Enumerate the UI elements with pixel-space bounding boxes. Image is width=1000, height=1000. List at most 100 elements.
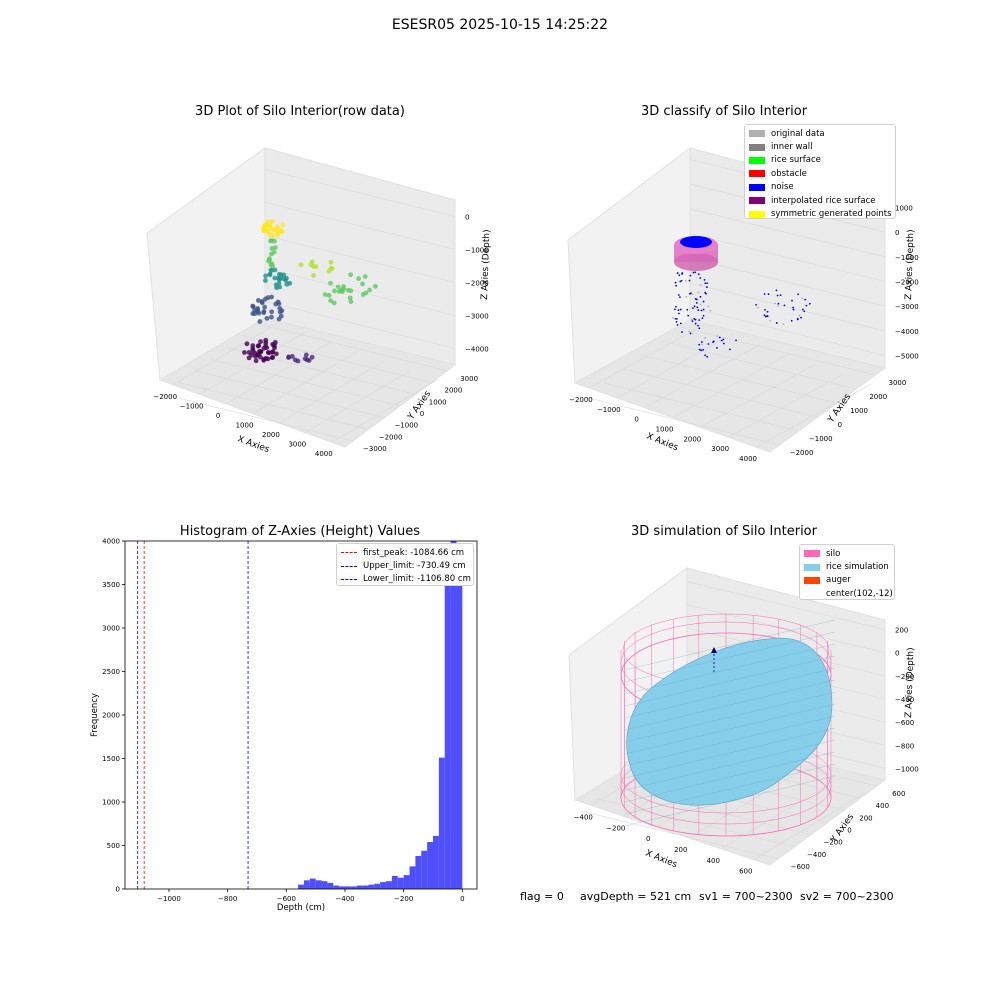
data-point [273,228,279,234]
histogram-bar [380,882,387,889]
legend-item-symmetric-generated-points: symmetric generated points [749,207,892,220]
panel2-plot: −2000−100001000200030004000−2000−1000010… [567,146,919,463]
data-point [265,356,271,362]
data-point [688,330,691,333]
panel3-plot: −1000 −800 −600 −400 −200 0 0 500 1000 1500 2000 2… [90,538,478,913]
legend-item-silo: silo [804,547,890,560]
data-point [702,308,705,311]
tick-label: 2000 [683,435,701,443]
legend-item-center: center(102,-12) [826,588,893,599]
data-point [709,309,712,312]
data-point [261,357,267,362]
histogram-y-tick-label: 2500 [102,668,120,676]
tick-label: −2000 [465,280,489,288]
tick-label: −2000 [153,393,177,401]
silo-wireframe [620,613,832,837]
histogram-xlabel: Depth (cm) [277,903,325,913]
data-point [702,314,705,317]
histogram-x-tick-label: −200 [394,895,413,903]
panel4-plot: −400−2000200400600−600−400−2000200400600… [568,567,919,876]
data-point [284,281,290,287]
data-point [691,318,693,321]
data-point [691,293,694,296]
tick-label: 200 [859,814,872,822]
tick-label: −3000 [363,445,387,453]
data-point [275,299,281,305]
data-point [699,295,702,298]
histogram-y-tick-label: 3500 [102,581,120,589]
data-point [764,308,766,311]
tick-label: −200 [606,824,625,832]
data-point [798,314,801,317]
data-point [707,343,710,345]
data-point [675,318,678,320]
data-point [695,302,698,304]
histogram-bar [333,885,340,889]
data-point [692,307,694,310]
panel1-zlabel: Z Axies (Depth) [480,229,492,300]
data-point [322,292,328,298]
data-point [805,304,808,307]
tick-label: 600 [739,868,752,876]
data-point [688,292,691,295]
data-point [689,332,692,335]
histogram-bar [356,885,363,889]
data-point [268,267,274,273]
data-point [766,310,769,313]
data-point [292,357,298,363]
histogram-bar [433,835,439,889]
panel1-grid [162,169,456,443]
tick-label: 2000 [869,393,887,401]
data-point [275,275,281,281]
data-point [261,309,267,314]
data-point [716,347,718,349]
histogram-bar [374,883,381,889]
tick-label: 200 [674,846,687,854]
tick-label: −1000 [180,402,204,410]
histogram-bar [421,850,428,889]
data-point [263,273,268,279]
data-point [309,259,315,265]
data-point [769,319,772,322]
tick-label: 1000 [429,398,447,406]
data-point [684,279,687,282]
data-point [263,337,269,343]
data-point [270,233,276,238]
data-point [675,305,677,308]
data-point [681,331,683,333]
legend-item-rice-surface: rice surface [749,154,891,167]
tick-label: 0 [465,214,469,222]
data-point [718,336,721,339]
tick-label: 0 [895,229,899,237]
panel1-plot: −2000−100001000200030004000−3000−2000−10… [146,147,492,458]
tick-label: 0 [634,416,638,424]
data-point [277,284,283,290]
data-point [698,327,701,330]
panel2-tick-labels: −2000−100001000200030004000−2000−1000010… [569,204,919,463]
histogram-bar [321,881,328,889]
figure-title: ESESR05 2025-10-15 14:25:22 [391,17,609,33]
status-sv2: sv2 = 700~2300 [800,890,894,903]
data-point [268,238,274,244]
tick-label: −2000 [379,433,403,441]
histogram-bar [339,886,345,889]
data-point [694,298,697,300]
tick-label: 4000 [739,455,757,463]
histogram-y-tick-label: 3000 [102,625,120,633]
data-point [792,308,795,311]
data-point [360,292,366,298]
data-point [348,288,354,294]
histogram-x-tick-label: −400 [335,895,354,903]
data-point [704,354,707,357]
tick-label: 0 [838,421,842,429]
data-point [677,294,680,296]
data-point [735,339,737,342]
tick-label: 2000 [262,431,280,439]
data-point [356,276,362,281]
data-point [283,277,289,283]
data-point [774,302,776,305]
histogram-bar [315,880,322,889]
data-point [703,278,706,281]
panel2-legend: original data inner wall rice surface ob… [744,124,896,219]
tick-label: 2000 [445,387,463,395]
